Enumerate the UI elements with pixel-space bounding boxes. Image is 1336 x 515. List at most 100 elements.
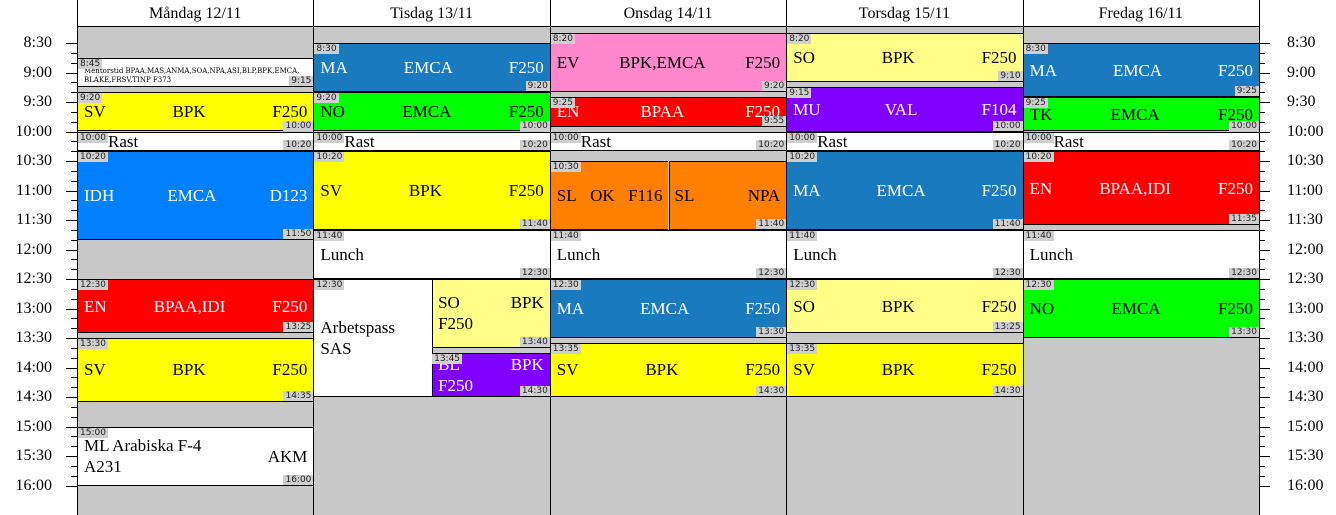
event-block: Rast	[550, 131, 787, 152]
axis-tick	[1259, 367, 1270, 369]
time-label: 11:50	[283, 228, 314, 239]
axis-tick	[1259, 131, 1270, 133]
time-label: 10:20	[519, 140, 550, 151]
time-label: 9:10	[998, 71, 1023, 82]
axis-minor-tick	[1259, 269, 1265, 271]
event-block: Mentorstid BPAA,MAS,ANMA,SOA,NPA,ASI,BLP…	[78, 57, 314, 88]
time-label: 10:20	[78, 152, 108, 163]
event-text: Arbetspass SAS	[320, 318, 395, 358]
time-label: 10:00	[519, 120, 550, 131]
event-text: BPK	[881, 48, 915, 68]
event-text: IDH	[84, 185, 115, 205]
axis-tick	[66, 72, 77, 74]
event-text: BPK,EMCA	[619, 53, 706, 73]
axis-tick	[66, 43, 77, 44]
time-label: 9:20	[78, 93, 103, 104]
event-block: Rast	[314, 131, 550, 152]
event-text: EV	[556, 53, 580, 73]
axis-minor-tick	[71, 151, 77, 153]
event-text: NPA	[747, 185, 781, 205]
time-axis-label: 16:00	[15, 476, 52, 494]
axis-minor-tick	[1259, 387, 1265, 389]
time-axis-label: 13:30	[15, 329, 52, 346]
column-border	[77, 0, 78, 515]
time-label: 9:15	[289, 76, 314, 87]
time-label: 16:00	[283, 474, 314, 485]
event-block: Lunch	[550, 229, 787, 279]
time-label: 9:20	[525, 81, 550, 92]
axis-tick	[1259, 190, 1270, 192]
axis-minor-tick	[71, 259, 77, 261]
axis-minor-tick	[71, 328, 77, 330]
time-label: 10:00	[550, 132, 581, 143]
time-label: 15:00	[78, 427, 108, 438]
event-text: BPK	[510, 293, 544, 313]
event-text: EMCA	[1112, 60, 1163, 80]
axis-minor-tick	[71, 239, 77, 241]
time-axis-label: 11:00	[1287, 181, 1323, 199]
time-label: 13:25	[992, 322, 1023, 333]
event-block: MA EMCA F250	[550, 279, 787, 338]
time-label: 10:20	[756, 140, 787, 151]
event-block: Lunch	[1023, 229, 1259, 279]
event-fields: SL NPA	[669, 162, 787, 229]
axis-minor-tick	[71, 141, 77, 143]
axis-minor-tick	[71, 229, 77, 231]
event-text: Rast	[817, 131, 848, 151]
event-text: BPK	[881, 360, 915, 380]
event-fields: EN BPAA,IDI F250	[1024, 152, 1259, 224]
event-fields: Rast	[78, 132, 313, 150]
axis-minor-tick	[1259, 465, 1265, 467]
time-label: 10:20	[1229, 140, 1259, 151]
axis-minor-tick	[1259, 180, 1265, 182]
axis-minor-tick	[71, 62, 77, 64]
event-fields: MA EMCA F250	[787, 152, 1022, 229]
event-block: SO BPK F250	[787, 279, 1023, 334]
event-block: SO BPK F250	[787, 33, 1023, 83]
event-fields: NO EMCA F250	[314, 93, 549, 130]
time-axis-label: 12:00	[15, 240, 52, 258]
axis-minor-tick	[1259, 210, 1265, 212]
axis-tick	[66, 220, 77, 221]
event-text: F104	[981, 99, 1017, 119]
time-axis-label: 15:00	[15, 417, 52, 435]
axis-minor-tick	[1259, 111, 1265, 113]
axis-minor-tick	[1259, 141, 1265, 143]
event-text: D123	[269, 185, 308, 205]
axis-minor-tick	[1259, 436, 1265, 438]
time-label: 9:15	[787, 88, 812, 99]
event-text: SV	[320, 180, 343, 200]
event-block: Arbetspass SAS	[314, 279, 433, 397]
axis-tick	[66, 426, 77, 428]
event-text: BPK	[172, 360, 206, 380]
event-block: MU VAL F104	[787, 87, 1023, 132]
time-label: 10:00	[78, 132, 108, 143]
axis-tick	[66, 102, 77, 103]
event-text: F250	[508, 102, 544, 122]
axis-tick	[66, 308, 77, 310]
event-fields: SO BPK F250	[432, 280, 550, 347]
event-block: IDH EMCA D123	[78, 151, 314, 240]
time-label: 13:30	[78, 339, 108, 349]
axis-tick	[1259, 308, 1270, 310]
time-axis-label: 13:00	[15, 299, 52, 317]
time-axis-label: 12:00	[1287, 240, 1324, 258]
time-label: 11:40	[992, 218, 1023, 229]
event-fields: NO EMCA F250	[1024, 280, 1259, 337]
time-axis-label: 8:30	[23, 34, 52, 51]
axis-tick	[66, 456, 77, 457]
event-text: TK	[1029, 104, 1053, 124]
time-label: 9:25	[1234, 86, 1259, 97]
event-text: SL	[674, 185, 695, 205]
time-label: 14:30	[992, 386, 1023, 396]
time-label: 12:30	[1023, 280, 1054, 290]
column-border	[786, 0, 788, 515]
event-block: SV BPK F250	[787, 342, 1023, 397]
axis-minor-tick	[71, 416, 77, 418]
event-block: EN BPAA F250	[550, 97, 787, 127]
axis-minor-tick	[1259, 121, 1265, 123]
axis-tick	[66, 131, 77, 133]
event-block: MA EMCA F250	[314, 43, 550, 93]
event-text: F250	[508, 180, 544, 200]
